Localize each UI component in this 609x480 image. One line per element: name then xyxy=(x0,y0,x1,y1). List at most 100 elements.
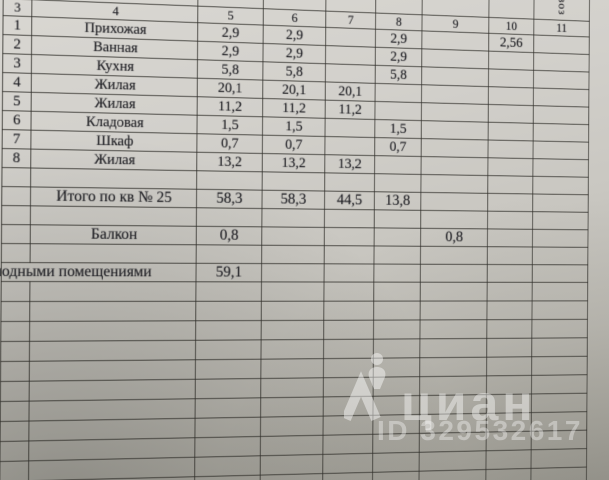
table-cell: 2 xyxy=(2,34,32,55)
table-cell: 3 xyxy=(3,0,32,17)
table-cell: 2,9 xyxy=(197,22,264,44)
table-cell: 1,5 xyxy=(374,119,422,139)
table-cell xyxy=(323,320,374,340)
table-cell xyxy=(487,264,533,283)
table-cell: 2,9 xyxy=(375,29,422,49)
table-cell xyxy=(487,282,533,301)
table-cell xyxy=(420,174,488,194)
table-cell xyxy=(487,157,533,177)
table-cell xyxy=(324,172,375,192)
table-cell: 3 xyxy=(2,53,32,74)
table-cell xyxy=(29,281,196,302)
table-cell xyxy=(530,467,587,480)
table-cell xyxy=(324,263,374,283)
table-cell xyxy=(420,246,488,265)
table-cell xyxy=(260,473,323,480)
table-cell xyxy=(418,469,486,480)
table-cell xyxy=(488,68,534,88)
table-cell xyxy=(1,224,31,244)
table-cell xyxy=(421,156,488,176)
table-cell xyxy=(530,448,587,469)
table-cell xyxy=(0,321,30,342)
table-cell xyxy=(486,319,532,339)
table-cell xyxy=(374,101,422,121)
table-cell xyxy=(29,340,196,362)
table-cell: 20,1 xyxy=(325,81,376,102)
table-cell xyxy=(488,104,534,124)
table-cell xyxy=(260,339,324,360)
table-cell xyxy=(374,155,422,175)
table-cell: 58,3 xyxy=(261,190,325,210)
table-cell xyxy=(1,167,31,187)
table-cell: 8 xyxy=(375,13,423,31)
table-cell: 5 xyxy=(2,91,32,112)
table-cell xyxy=(325,63,376,84)
table-cell xyxy=(373,245,421,265)
table-cell xyxy=(261,245,325,264)
table-cell: 0,7 xyxy=(196,133,263,154)
table-cell xyxy=(487,228,533,247)
table-cell xyxy=(29,379,196,402)
table-cell xyxy=(531,319,588,339)
table-cell: 8 xyxy=(2,148,31,168)
table-cell xyxy=(487,175,533,194)
table-cell xyxy=(531,356,588,376)
table-cell xyxy=(419,450,487,472)
balcony-label: Балкон xyxy=(30,224,197,245)
table-cell xyxy=(420,300,488,320)
table-cell: 5,8 xyxy=(375,65,422,85)
table-cell: 59,1 xyxy=(195,263,262,282)
table-cell xyxy=(531,337,588,357)
table-cell: 11,2 xyxy=(197,96,263,117)
table-cell xyxy=(0,401,30,422)
table-cell xyxy=(325,27,376,48)
table-cell xyxy=(195,301,262,321)
cian-id-text: ID 329532617 xyxy=(377,415,583,446)
table-cell: 2,9 xyxy=(197,41,264,62)
table-cell xyxy=(0,421,29,442)
table-cell xyxy=(421,30,489,52)
table-cell: 5,8 xyxy=(262,61,326,82)
table-cell xyxy=(420,282,488,302)
table-cell xyxy=(485,468,531,480)
table-cell: 11,2 xyxy=(325,100,376,120)
table-cell xyxy=(0,361,30,382)
table-cell xyxy=(485,449,532,470)
table-cell: 5,8 xyxy=(197,59,263,81)
table-cell xyxy=(532,158,589,178)
table-cell: 0,7 xyxy=(262,135,325,155)
table-cell xyxy=(533,105,589,125)
table-cell: 13,2 xyxy=(324,154,375,174)
table-cell xyxy=(419,357,487,377)
table-cell xyxy=(322,472,373,480)
table-cell xyxy=(260,358,324,379)
table-cell xyxy=(30,167,197,190)
table-cell xyxy=(486,356,532,376)
table-cell xyxy=(487,211,533,230)
table-cell xyxy=(488,0,535,20)
table-cell xyxy=(373,319,421,340)
table-cell: 1,5 xyxy=(196,115,263,136)
table-cell: 2,9 xyxy=(263,25,326,46)
table-cell: 13,8 xyxy=(374,191,421,211)
table-cell xyxy=(194,417,261,438)
table-cell: 44,5 xyxy=(324,191,375,210)
rotated-header-text: воз xyxy=(556,0,569,16)
cold-total-label: лодными помещениями xyxy=(0,262,152,281)
table-cell xyxy=(532,246,588,265)
table-cell xyxy=(420,210,488,229)
empty-row xyxy=(0,300,588,322)
table-cell xyxy=(372,471,420,480)
table-cell xyxy=(260,454,323,476)
table-cell xyxy=(532,193,589,213)
table-cell xyxy=(1,186,31,206)
cold-total-label-cell: лодными помещениями xyxy=(0,262,197,282)
table-cell xyxy=(1,205,31,225)
table-cell xyxy=(322,434,373,455)
table-cell: 4 xyxy=(2,72,32,93)
table-cell xyxy=(194,475,261,480)
table-cell xyxy=(532,176,589,195)
table-cell: 2,56 xyxy=(488,33,534,53)
table-cell: 7 xyxy=(2,129,31,150)
table-cell xyxy=(0,301,30,322)
